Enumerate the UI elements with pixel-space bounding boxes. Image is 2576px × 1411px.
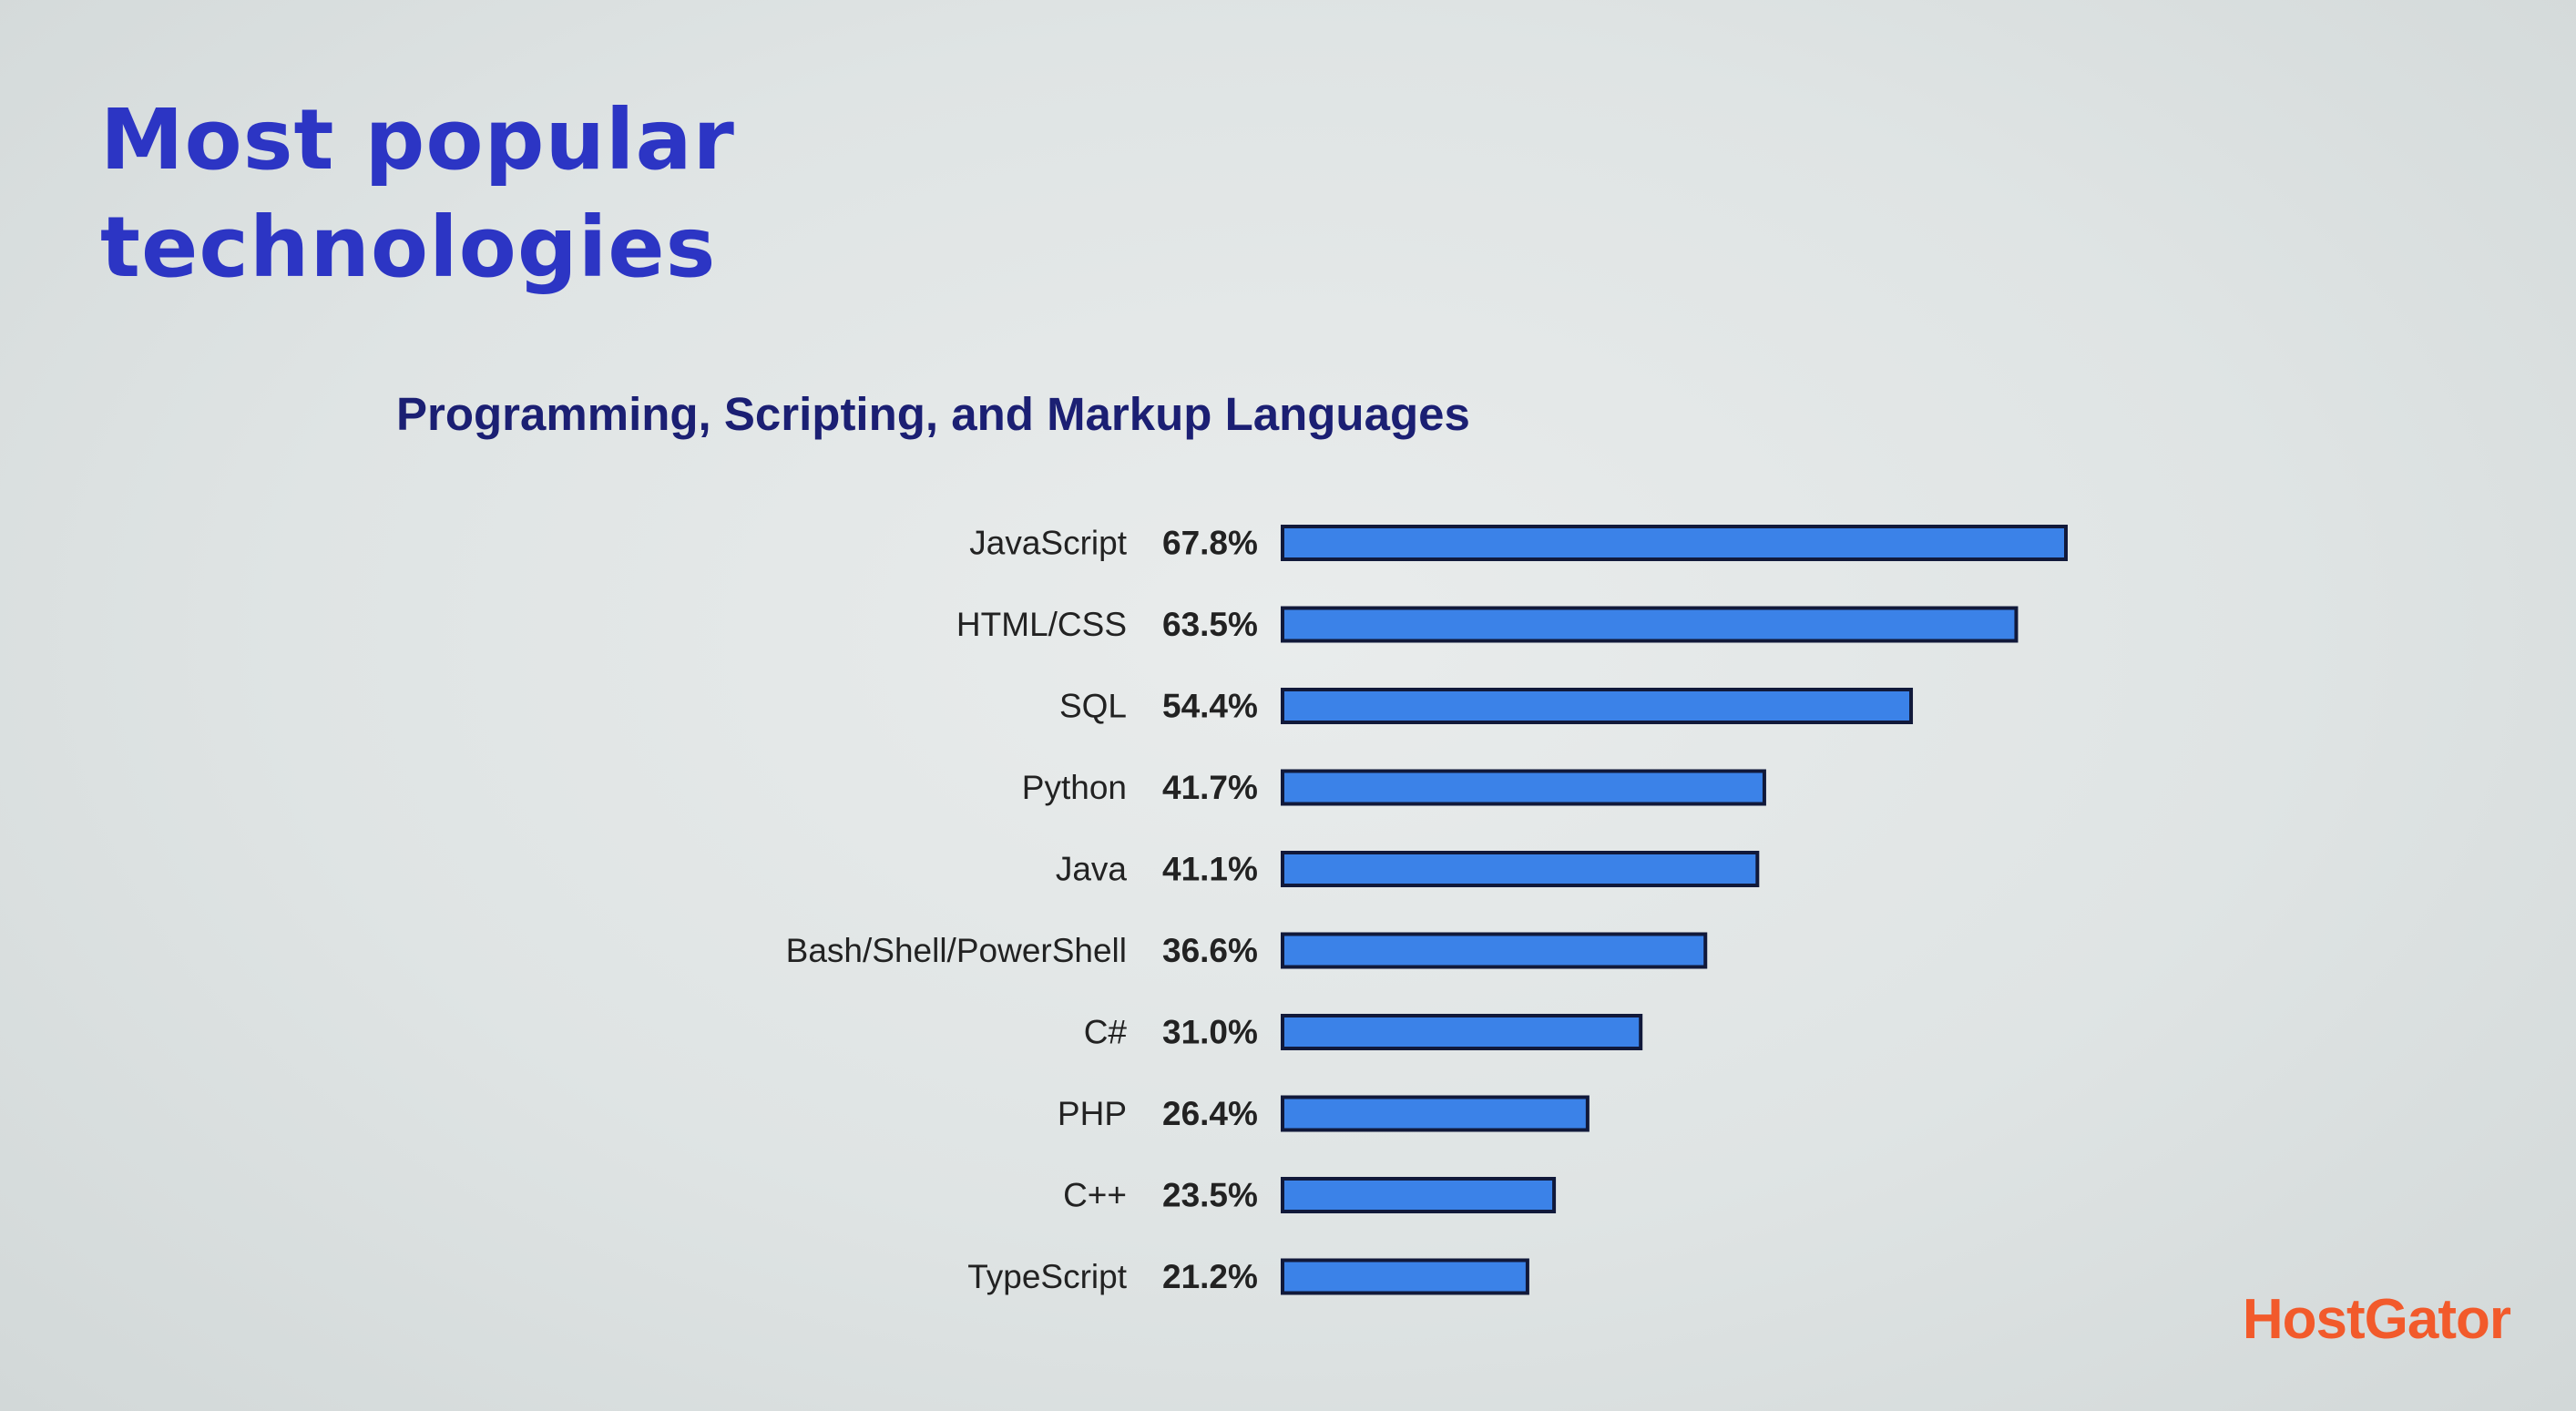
category-label-c: C# xyxy=(1084,1014,1128,1051)
bar-html-css xyxy=(1281,606,2019,643)
category-label-java: Java xyxy=(1056,851,1128,888)
bar-c xyxy=(1281,1177,1557,1213)
category-label-bash-shell-powershell: Bash/Shell/PowerShell xyxy=(786,932,1127,969)
value-label-javascript: 67.8% xyxy=(1162,525,1258,562)
chart-title: Programming, Scripting, and Markup Langu… xyxy=(396,388,1470,440)
category-label-php: PHP xyxy=(1058,1095,1127,1132)
value-label-typescript: 21.2% xyxy=(1162,1258,1258,1295)
value-label-bash-shell-powershell: 36.6% xyxy=(1162,932,1258,969)
bar-javascript xyxy=(1281,525,2068,561)
bar-typescript xyxy=(1281,1258,1529,1295)
category-label-c: C++ xyxy=(1063,1177,1127,1214)
value-label-php: 26.4% xyxy=(1162,1095,1258,1132)
value-label-java: 41.1% xyxy=(1162,851,1258,888)
bar-java xyxy=(1281,851,1760,887)
bar-c xyxy=(1281,1014,1643,1050)
value-label-c: 23.5% xyxy=(1162,1177,1258,1214)
bar-bash-shell-powershell xyxy=(1281,932,1708,969)
value-label-html-css: 63.5% xyxy=(1162,606,1258,643)
bar-python xyxy=(1281,769,1766,806)
category-label-javascript: JavaScript xyxy=(969,525,1127,562)
slide-title: Most popular technologies xyxy=(100,87,735,302)
value-label-python: 41.7% xyxy=(1162,769,1258,806)
hostgator-logo: HostGator xyxy=(2242,1288,2511,1351)
category-label-html-css: HTML/CSS xyxy=(956,606,1127,643)
category-label-python: Python xyxy=(1022,769,1127,806)
slide-title-line1: Most popular xyxy=(100,91,735,189)
category-label-typescript: TypeScript xyxy=(967,1258,1128,1295)
slide-title-line2: technologies xyxy=(100,199,717,296)
bar-php xyxy=(1281,1095,1590,1132)
value-label-c: 31.0% xyxy=(1162,1014,1258,1051)
value-label-sql: 54.4% xyxy=(1162,688,1258,725)
bar-sql xyxy=(1281,688,1914,724)
category-label-sql: SQL xyxy=(1059,688,1127,725)
